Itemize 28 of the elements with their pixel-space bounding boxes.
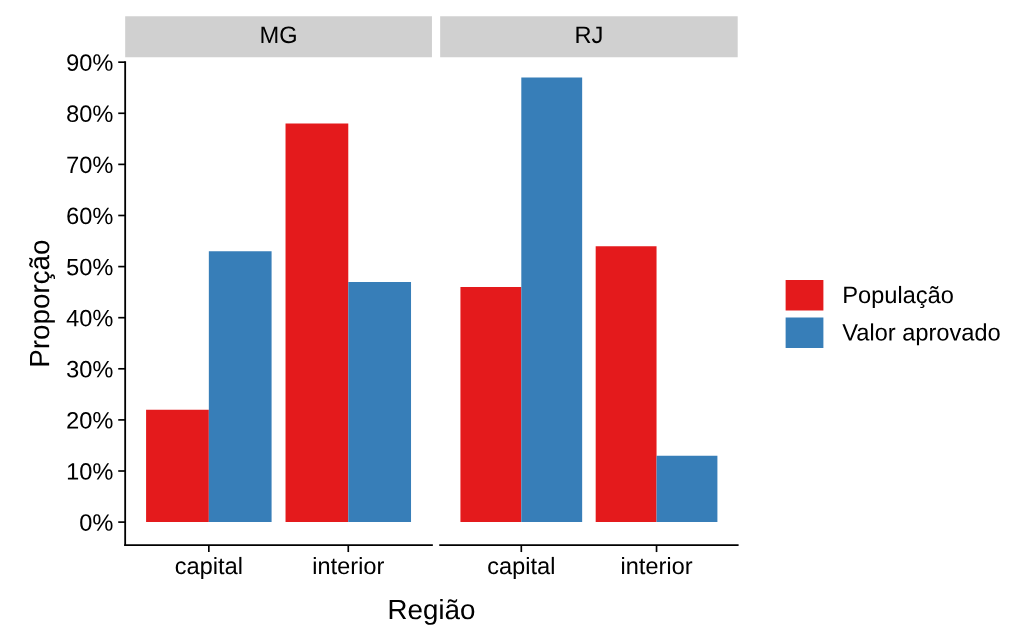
y-tick-label: 30% [67, 360, 113, 378]
chart-title: MG [261, 26, 296, 44]
legend-label: População [844, 285, 953, 309]
y-tick-label: 0% [80, 514, 113, 531]
y-axis-title: Proporção [29, 240, 55, 366]
y-tick-label: 60% [67, 207, 113, 225]
bar [460, 287, 522, 523]
chart-title: RJ [576, 26, 602, 44]
y-tick-label: 50% [67, 258, 113, 276]
y-tick-label: 40% [66, 309, 113, 327]
bar [348, 281, 412, 523]
x-tick-label: interior [313, 556, 384, 575]
bar [146, 409, 209, 523]
x-tick-label: interior [622, 556, 693, 575]
bar [656, 455, 718, 523]
bar [285, 123, 349, 523]
bar [521, 77, 583, 523]
y-tick-label: 80% [67, 105, 113, 123]
y-tick-label: 70% [67, 156, 113, 174]
bar [208, 251, 272, 523]
y-tick-label: 10% [67, 463, 113, 480]
x-tick-label: capital [488, 556, 554, 579]
bar [595, 246, 657, 523]
legend-label: Valor aprovado [842, 323, 1000, 346]
x-tick-label: capital [175, 556, 242, 579]
x-axis-title: Região [389, 598, 475, 625]
y-tick-label: 90% [67, 54, 113, 71]
y-tick-label: 20% [67, 411, 113, 429]
